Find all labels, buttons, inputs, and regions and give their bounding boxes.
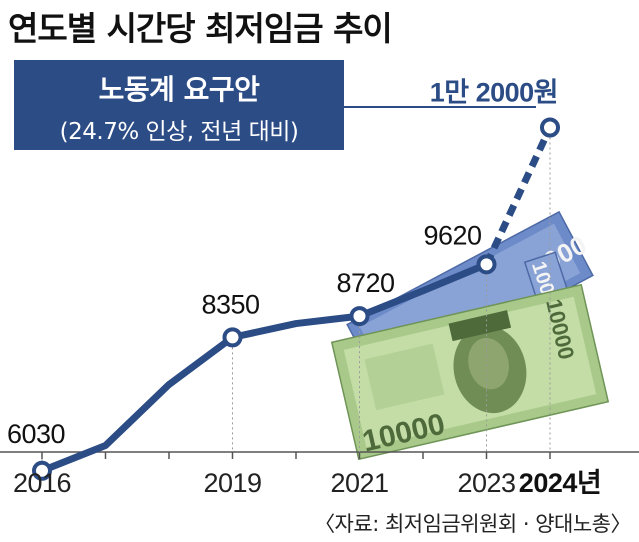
series-line-actual <box>38 260 490 475</box>
data-point-2023 <box>476 254 497 275</box>
callout-title: 노동계 요구안 <box>98 73 260 106</box>
x-tick-label-2016: 2016 <box>13 468 71 498</box>
banknote-green: 10000 10000 <box>330 283 610 461</box>
source-note: 〈자료: 최저임금위원회 · 양대노총〉 <box>314 512 631 536</box>
series-line-projected <box>483 126 554 266</box>
callout-subtitle: (24.7% 인상, 전년 대비) <box>59 119 299 145</box>
series-line <box>38 126 554 475</box>
data-label-2023: 9620 <box>423 220 481 250</box>
data-point-2021 <box>349 306 370 327</box>
data-labels: 6030 8350 8720 9620 1만 2000원 <box>7 78 559 449</box>
x-tick-labels: 2016 2019 2021 2023 2024년 <box>13 468 602 498</box>
x-tick-label-2023: 2023 <box>457 468 515 498</box>
data-label-2019: 8350 <box>201 289 259 319</box>
demand-callout-box: 노동계 요구안 (24.7% 인상, 전년 대비) <box>14 60 344 150</box>
data-point-2019 <box>222 327 243 348</box>
x-tick-label-2019: 2019 <box>203 468 261 498</box>
data-point-2024 <box>540 117 560 138</box>
data-label-2016: 6030 <box>7 419 65 449</box>
data-label-2024: 1만 2000원 <box>430 78 558 108</box>
data-label-2021: 8720 <box>336 268 394 298</box>
chart-title: 연도별 시간당 최저임금 추이 <box>8 9 393 48</box>
x-tick-label-2024: 2024년 <box>519 468 601 498</box>
x-tick-label-2021: 2021 <box>330 468 388 498</box>
data-points <box>32 117 560 481</box>
banknotes-illustration: 1000 100 10000 10000 <box>330 210 610 461</box>
x-axis <box>0 137 639 481</box>
data-point-2016 <box>32 460 52 481</box>
